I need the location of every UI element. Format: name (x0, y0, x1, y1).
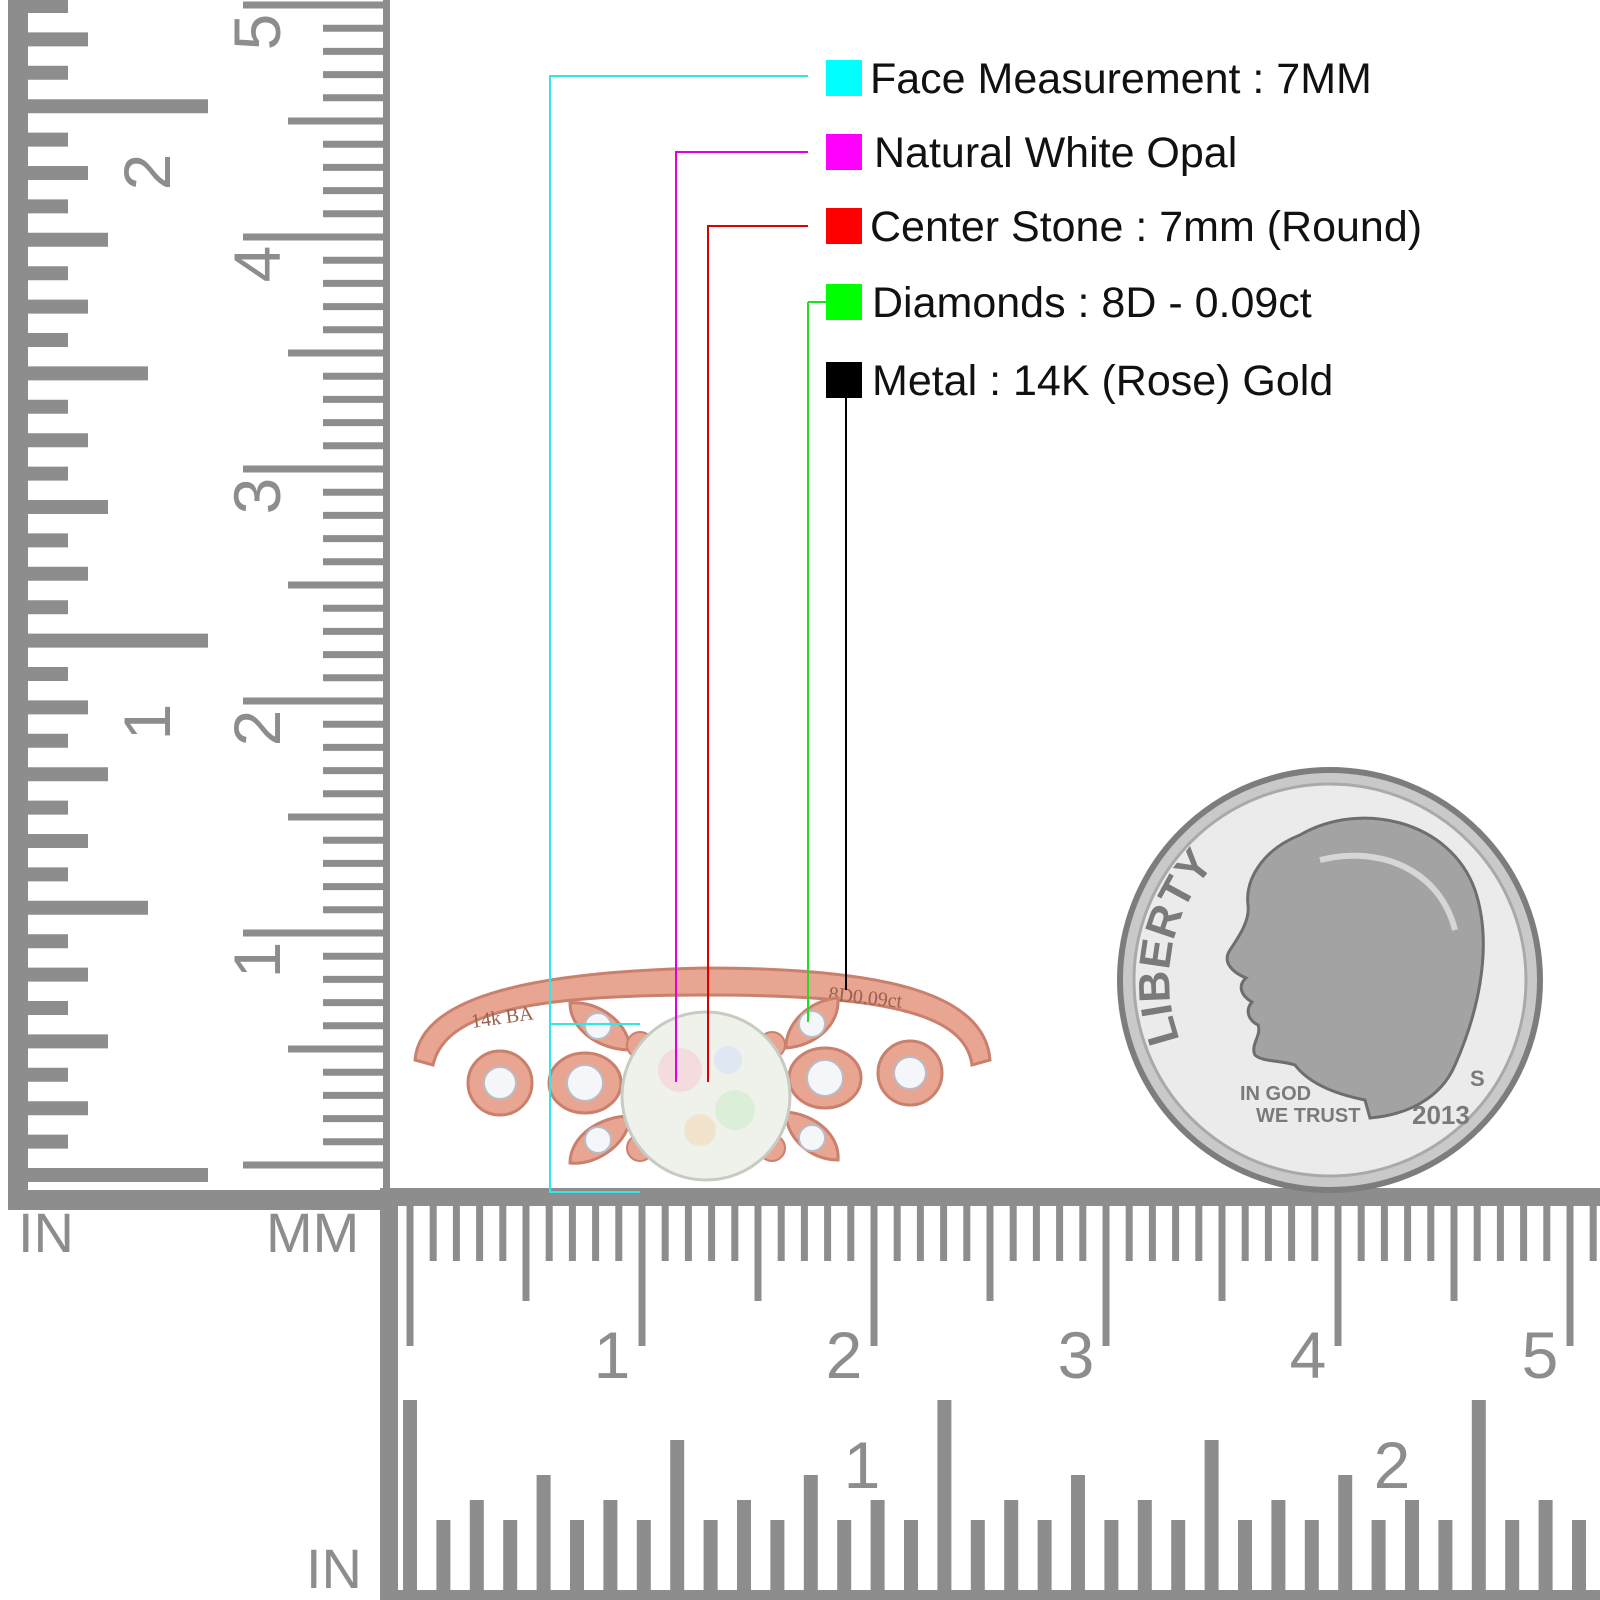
left-mid-diamond (566, 1064, 604, 1102)
vertical-ruler: 1 2 1 2 3 4 5 (8, 0, 390, 1210)
opal-label: Natural White Opal (874, 129, 1238, 177)
vertical-mm-label-3: 3 (220, 478, 294, 515)
horizontal-mm-label-1: 1 (594, 1318, 631, 1392)
vertical-inch-label-1: 1 (110, 704, 184, 741)
center-stone-leader (707, 225, 808, 1082)
horizontal-mm-label-5: 5 (1522, 1318, 1559, 1392)
diamonds-label: Diamonds : 8D - 0.09ct (872, 279, 1312, 327)
callout-lines (549, 75, 847, 1193)
opal-center-stone (620, 1010, 792, 1182)
opal-ring: 14k BA 8D0.09ct (413, 966, 992, 1182)
face-measurement-label: Face Measurement : 7MM (870, 55, 1372, 103)
horizontal-mm-label-3: 3 (1058, 1318, 1095, 1392)
opal-leader (675, 151, 808, 1082)
left-top-diamond (584, 1012, 612, 1040)
vertical-mm-label-4: 4 (220, 246, 294, 283)
horizontal-ruler: 1 2 3 4 5 1 2 (380, 1188, 1600, 1600)
ring-band (413, 966, 992, 1067)
horizontal-mm-label-2: 2 (826, 1318, 863, 1392)
opal-fire-blue (714, 1046, 742, 1074)
right-bezel-diamond (893, 1056, 927, 1090)
coin-year: 2013 (1412, 1100, 1470, 1130)
vertical-mm-label-2: 2 (220, 710, 294, 747)
opal-fire-gold (684, 1114, 716, 1146)
coin-mint-mark: S (1470, 1066, 1485, 1091)
vertical-mm-label-5: 5 (220, 14, 294, 51)
coin-motto-line2: WE TRUST (1256, 1105, 1360, 1127)
left-bezel-diamond (483, 1066, 517, 1100)
center-stone-label: Center Stone : 7mm (Round) (870, 203, 1423, 251)
portrait-hair-highlight (1319, 852, 1458, 931)
coin-motto-line1: IN GOD (1240, 1083, 1311, 1105)
horizontal-inch-ticks (403, 1400, 1586, 1590)
left-bottom-diamond (584, 1126, 612, 1154)
center-stone-swatch (826, 208, 862, 244)
opal-fire-green (715, 1090, 755, 1130)
right-mid-diamond (806, 1059, 844, 1097)
face-measurement-swatch (826, 60, 862, 96)
opal-swatch (826, 134, 862, 170)
face-measurement-leader (549, 75, 808, 1193)
unit-label-mm: MM (266, 1201, 359, 1264)
unit-label-in-top: IN (18, 1201, 74, 1264)
metal-label: Metal : 14K (Rose) Gold (872, 357, 1334, 405)
horizontal-inch-label-2: 2 (1374, 1428, 1411, 1502)
unit-label-in-bottom: IN (306, 1537, 362, 1600)
horizontal-inch-label-1: 1 (844, 1428, 881, 1502)
dime-coin: LIBERTY IN GOD WE TRUST 2013 S (1117, 767, 1543, 1193)
diamonds-swatch (826, 284, 862, 320)
right-bottom-diamond (798, 1124, 826, 1152)
vertical-inch-label-2: 2 (110, 154, 184, 191)
vertical-inch-ticks (28, 0, 208, 1182)
horizontal-mm-label-4: 4 (1290, 1318, 1327, 1392)
vertical-mm-ticks (243, 1, 383, 1169)
metal-swatch (826, 362, 862, 398)
vertical-ruler-face (28, 0, 383, 1190)
horizontal-ruler-face (398, 1206, 1600, 1590)
opal-fire-pink (658, 1048, 702, 1092)
right-top-diamond (798, 1010, 826, 1038)
horizontal-mm-ticks (406, 1206, 1597, 1346)
vertical-mm-label-1: 1 (220, 942, 294, 979)
roosevelt-portrait (1225, 816, 1485, 1120)
